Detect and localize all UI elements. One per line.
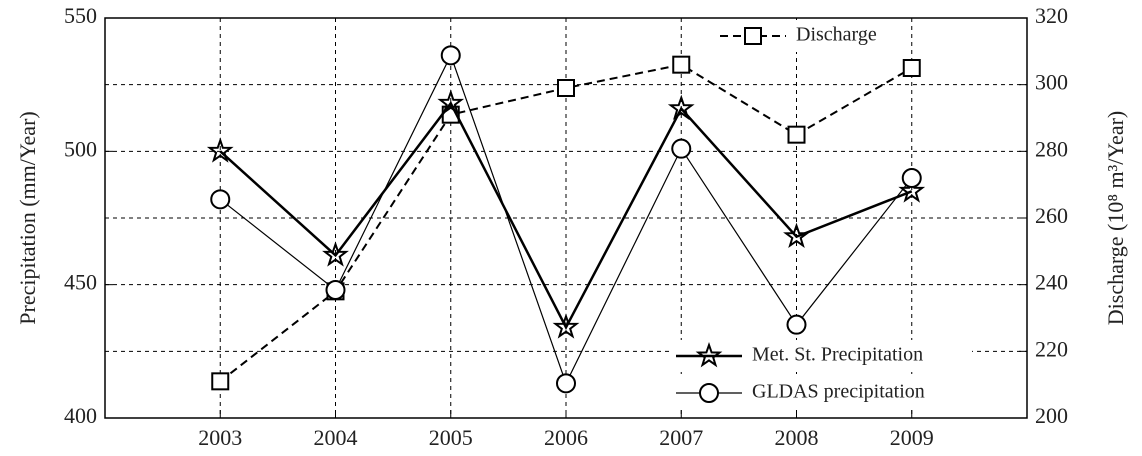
x-tick-label: 2006	[544, 425, 588, 450]
marker	[901, 168, 922, 188]
y2-tick-label: 200	[1035, 403, 1068, 428]
x-tick-label: 2004	[314, 425, 358, 450]
marker	[556, 373, 576, 394]
y2-tick-label: 220	[1035, 336, 1068, 361]
y2-tick-label: 320	[1035, 3, 1068, 28]
marker	[552, 313, 580, 339]
marker	[902, 59, 921, 77]
y2-tick-label: 260	[1035, 203, 1068, 228]
marker	[783, 222, 810, 249]
marker	[667, 94, 695, 121]
marker	[440, 45, 461, 66]
marker	[206, 137, 234, 163]
marker	[437, 89, 465, 115]
x-tick-label: 2009	[890, 425, 934, 450]
y2-tick-label: 300	[1035, 70, 1068, 95]
marker	[787, 125, 806, 144]
y-axis-label: Precipitation (mm/Year)	[15, 111, 40, 324]
marker	[211, 372, 230, 391]
x-tick-label: 2003	[198, 425, 242, 450]
legend-marker	[699, 383, 719, 403]
marker	[672, 55, 691, 74]
y2-tick-label: 240	[1035, 270, 1068, 295]
marker	[557, 79, 575, 97]
x-tick-label: 2007	[659, 425, 703, 450]
y-tick-label: 450	[64, 270, 97, 295]
marker	[671, 138, 692, 159]
marker	[210, 189, 231, 210]
y-tick-label: 400	[64, 403, 97, 428]
y2-tick-label: 280	[1035, 136, 1068, 161]
marker	[325, 280, 346, 300]
marker	[322, 241, 349, 267]
y-tick-label: 500	[64, 136, 97, 161]
marker	[786, 314, 807, 335]
y2-axis-label: Discharge (10⁸ m³/Year)	[1103, 111, 1128, 325]
x-tick-label: 2005	[429, 425, 473, 450]
x-tick-label: 2008	[775, 425, 819, 450]
y-tick-label: 550	[64, 3, 97, 28]
legend-label: GLDAS precipitation	[752, 381, 925, 403]
legend-marker	[744, 27, 762, 45]
series-line	[219, 100, 913, 331]
legend-label: Discharge	[796, 24, 877, 46]
legend-marker	[695, 341, 723, 368]
legend-label: Met. St. Precipitation	[752, 344, 923, 366]
